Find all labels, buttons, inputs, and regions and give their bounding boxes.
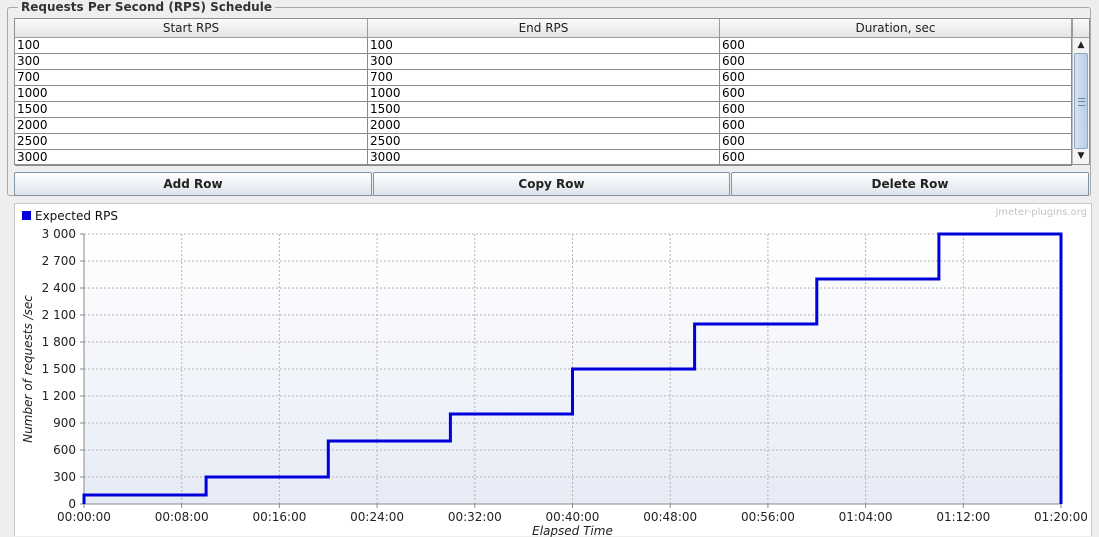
- x-tick-label: 00:56:00: [741, 510, 795, 524]
- table-header-corner: [1072, 19, 1089, 38]
- start-rps-cell[interactable]: 2500: [15, 134, 368, 149]
- y-tick-label: 1 800: [42, 335, 76, 349]
- x-tick-label: 00:32:00: [448, 510, 502, 524]
- legend-label: Expected RPS: [35, 209, 118, 223]
- series-line-expected-rps: [82, 232, 1063, 504]
- duration-cell[interactable]: 600: [720, 102, 1072, 117]
- x-tick-label: 01:04:00: [839, 510, 893, 524]
- table-row[interactable]: 700 700 600: [15, 70, 1072, 86]
- y-tick-label: 300: [53, 470, 76, 484]
- y-tick-label: 600: [53, 443, 76, 457]
- end-rps-cell[interactable]: 2000: [368, 118, 720, 133]
- column-header-duration[interactable]: Duration, sec: [720, 19, 1072, 37]
- y-axis-label: Number of requests /sec: [21, 295, 35, 443]
- table-header: Start RPS End RPS Duration, sec: [15, 19, 1072, 38]
- duration-cell[interactable]: 600: [720, 118, 1072, 133]
- start-rps-cell[interactable]: 2000: [15, 118, 368, 133]
- panel-title: Requests Per Second (RPS) Schedule: [18, 0, 275, 14]
- x-tick-label: 00:16:00: [252, 510, 306, 524]
- y-tick-label: 2 100: [42, 308, 76, 322]
- table-row[interactable]: 3000 3000 600: [15, 150, 1072, 166]
- duration-cell[interactable]: 600: [720, 54, 1072, 69]
- x-tick-label: 00:48:00: [643, 510, 697, 524]
- grip-icon: [1078, 98, 1085, 106]
- x-tick-label: 00:00:00: [57, 510, 111, 524]
- end-rps-cell[interactable]: 2500: [368, 134, 720, 149]
- column-header-start-rps[interactable]: Start RPS: [15, 19, 368, 37]
- watermark: jmeter-plugins.org: [994, 207, 1087, 218]
- start-rps-cell[interactable]: 300: [15, 54, 368, 69]
- start-rps-cell[interactable]: 3000: [15, 150, 368, 165]
- column-header-end-rps[interactable]: End RPS: [368, 19, 720, 37]
- triangle-up-icon: ▲: [1077, 40, 1085, 50]
- end-rps-cell[interactable]: 3000: [368, 150, 720, 165]
- end-rps-cell[interactable]: 1000: [368, 86, 720, 101]
- end-rps-cell[interactable]: 700: [368, 70, 720, 85]
- start-rps-cell[interactable]: 1000: [15, 86, 368, 101]
- y-tick-label: 900: [53, 416, 76, 430]
- table-row[interactable]: 1000 1000 600: [15, 86, 1072, 102]
- duration-cell[interactable]: 600: [720, 150, 1072, 165]
- triangle-down-icon: ▼: [1077, 151, 1085, 161]
- legend-swatch: [22, 211, 31, 220]
- table-row[interactable]: 1500 1500 600: [15, 102, 1072, 118]
- duration-cell[interactable]: 600: [720, 38, 1072, 53]
- table-row[interactable]: 2000 2000 600: [15, 118, 1072, 134]
- duration-cell[interactable]: 600: [720, 86, 1072, 101]
- y-tick-label: 2 700: [42, 254, 76, 268]
- x-tick-label: 00:24:00: [350, 510, 404, 524]
- x-axis-label: Elapsed Time: [532, 524, 613, 537]
- table-row[interactable]: 300 300 600: [15, 54, 1072, 70]
- duration-cell[interactable]: 600: [720, 134, 1072, 149]
- scrollbar-thumb[interactable]: [1074, 53, 1088, 149]
- y-tick-label: 2 400: [42, 281, 76, 295]
- chart-canvas: 0 300 600 900 1 200 1 500 1 800 2 100 2 400 2 700…: [21, 207, 1088, 537]
- scroll-down-button[interactable]: ▼: [1073, 149, 1089, 163]
- end-rps-cell[interactable]: 300: [368, 54, 720, 69]
- y-tick-label: 1 200: [42, 389, 76, 403]
- schedule-table: Start RPS End RPS Duration, sec 100 100 …: [14, 18, 1090, 166]
- x-tick-label: 00:08:00: [155, 510, 209, 524]
- x-tick-label: 00:40:00: [546, 510, 600, 524]
- x-tick-label: 01:12:00: [936, 510, 990, 524]
- duration-cell[interactable]: 600: [720, 70, 1072, 85]
- y-tick-label: 0: [68, 497, 76, 511]
- add-row-button[interactable]: Add Row: [14, 172, 372, 196]
- start-rps-cell[interactable]: 100: [15, 38, 368, 53]
- table-scrollbar[interactable]: ▲ ▼: [1072, 38, 1089, 164]
- start-rps-cell[interactable]: 1500: [15, 102, 368, 117]
- x-tick-label: 01:20:00: [1034, 510, 1088, 524]
- end-rps-cell[interactable]: 100: [368, 38, 720, 53]
- end-rps-cell[interactable]: 1500: [368, 102, 720, 117]
- y-tick-label: 1 500: [42, 362, 76, 376]
- table-row[interactable]: 100 100 600: [15, 38, 1072, 54]
- y-tick-label: 3 000: [42, 227, 76, 241]
- table-body: 100 100 600 300 300 600 700 700 600 1000…: [15, 38, 1072, 166]
- delete-row-button[interactable]: Delete Row: [731, 172, 1089, 196]
- expected-rps-chart: 0 300 600 900 1 200 1 500 1 800 2 100 2 400 2 700…: [14, 203, 1092, 537]
- copy-row-button[interactable]: Copy Row: [373, 172, 730, 196]
- start-rps-cell[interactable]: 700: [15, 70, 368, 85]
- scroll-up-button[interactable]: ▲: [1073, 38, 1089, 52]
- table-row[interactable]: 2500 2500 600: [15, 134, 1072, 150]
